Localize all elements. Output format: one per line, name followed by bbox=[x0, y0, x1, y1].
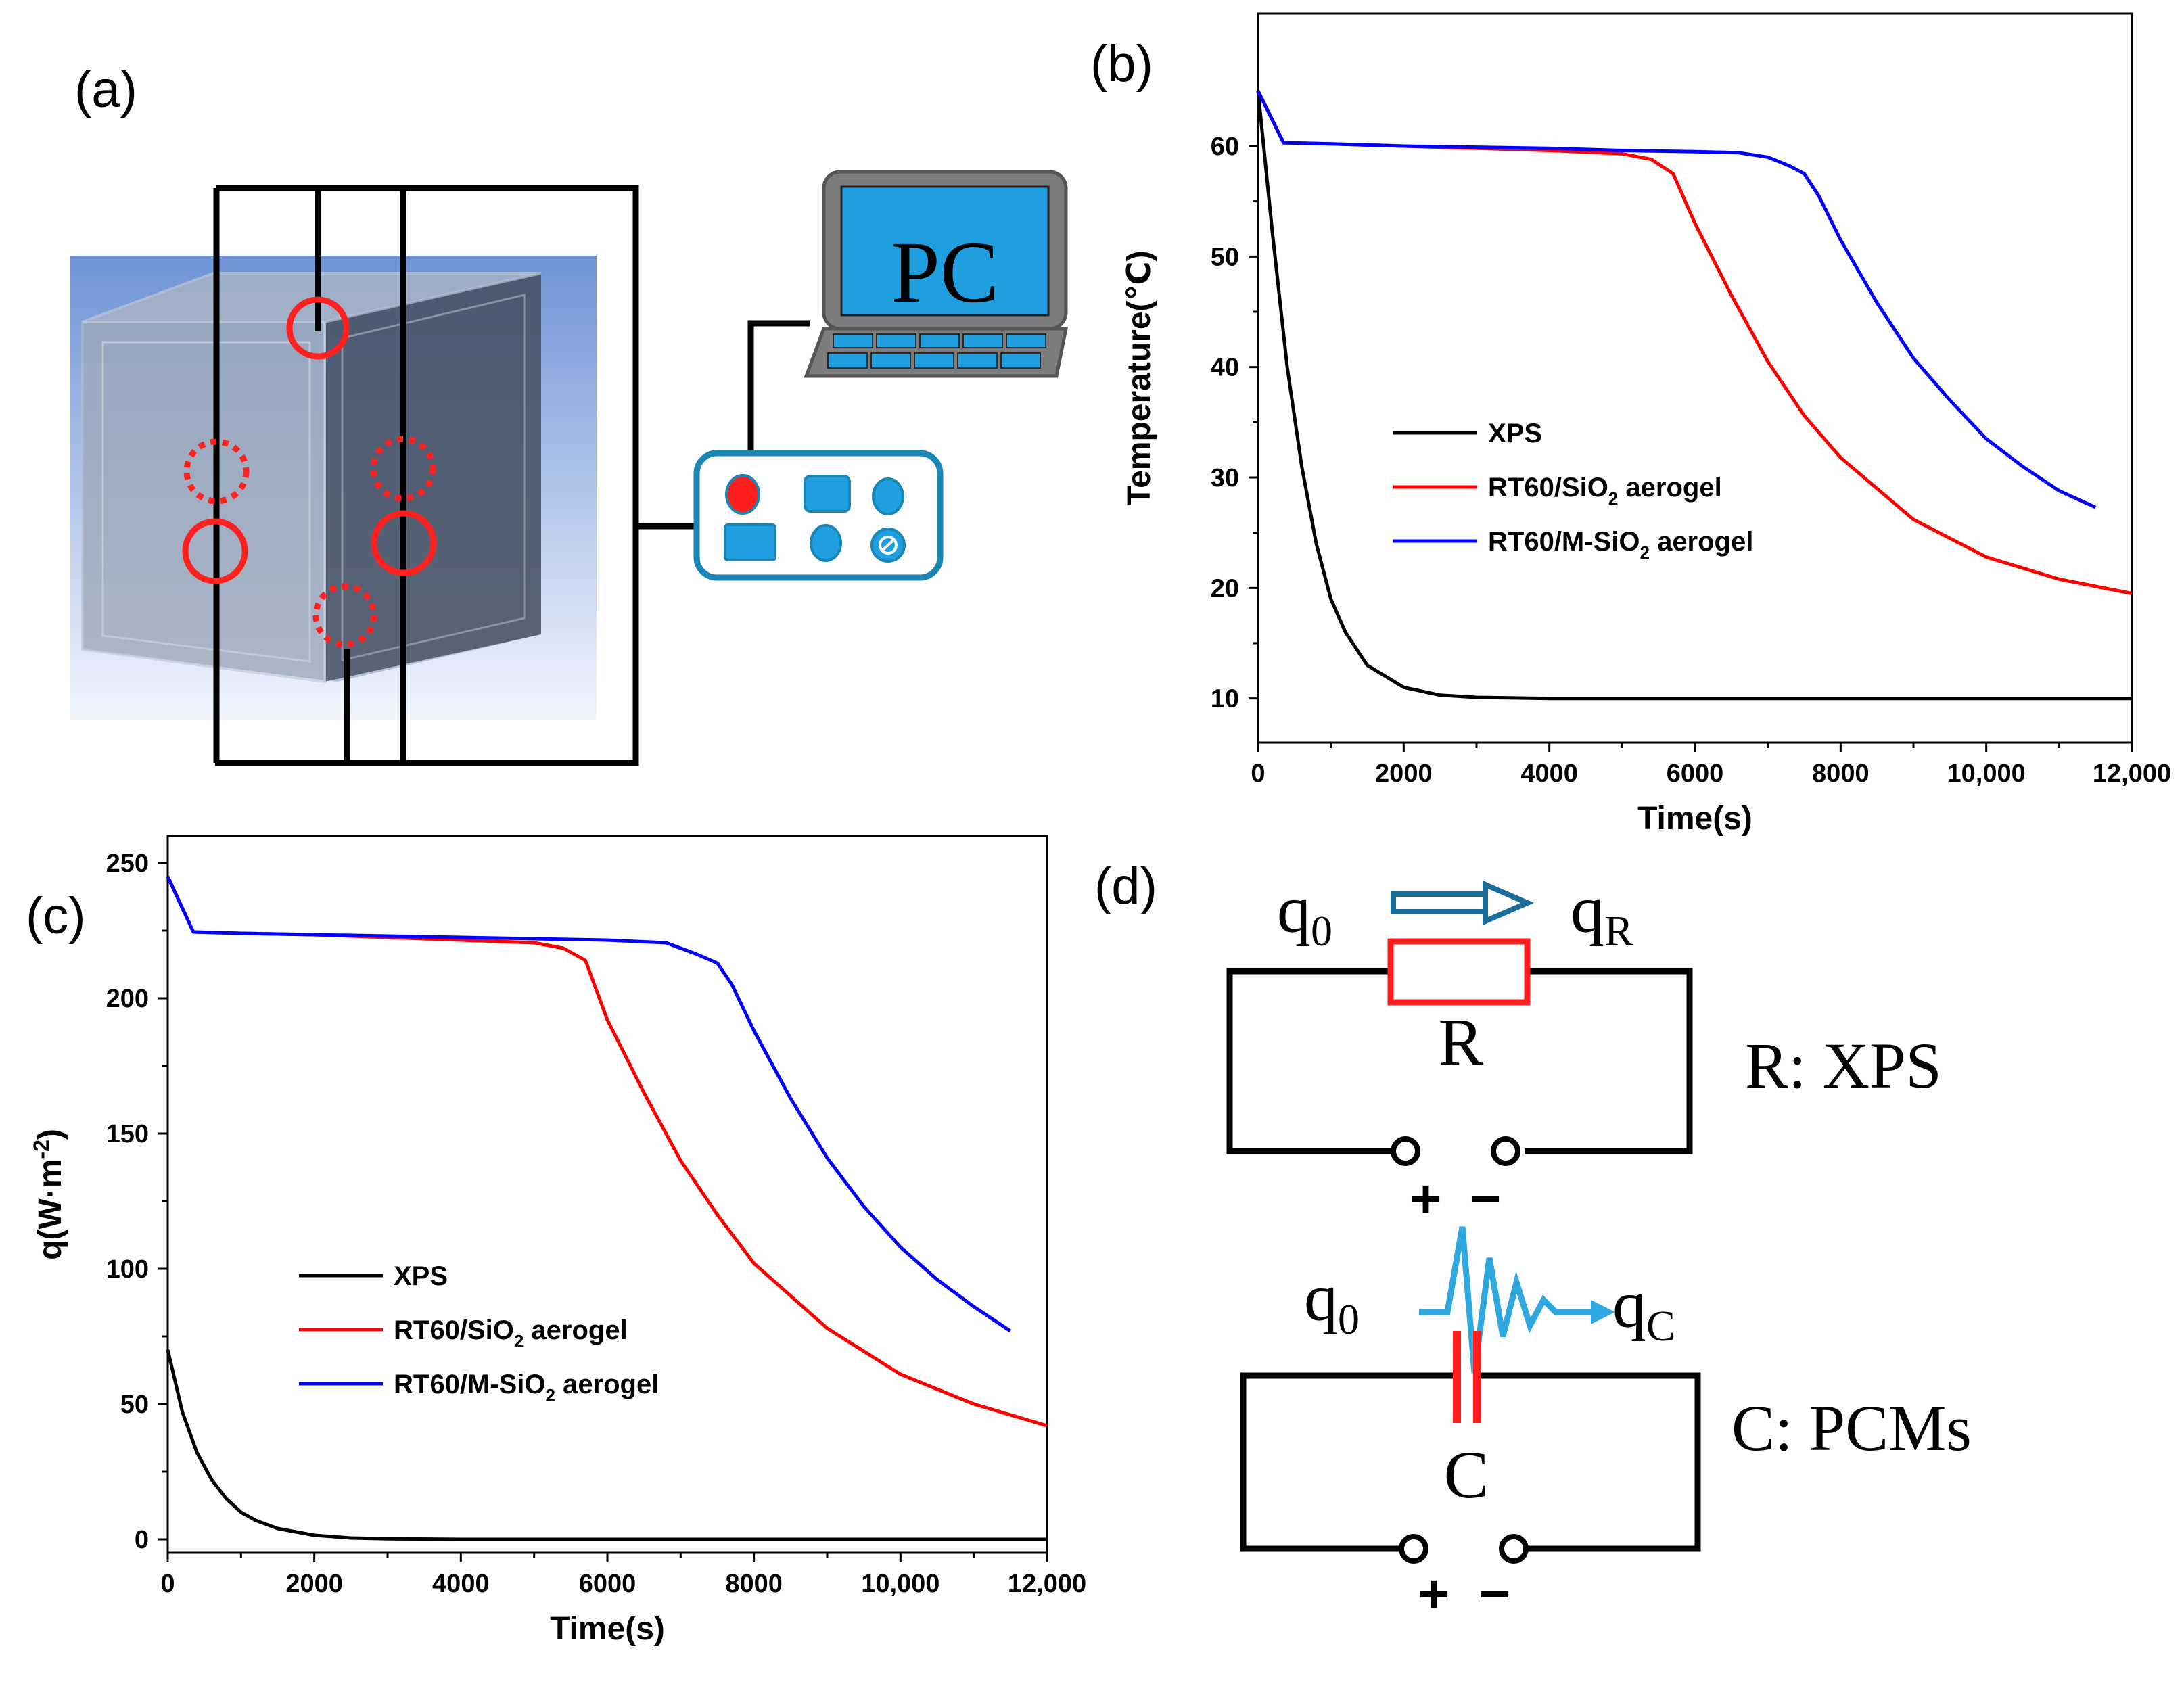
legend-label-rt60-m-sio2: RT60/M-SiO2 aerogel bbox=[394, 1370, 659, 1405]
qR-label: qR bbox=[1571, 872, 1633, 955]
terminal-negative-bottom bbox=[1499, 1534, 1529, 1564]
y-tick-label: 200 bbox=[106, 985, 149, 1013]
x-axis-title: Time(s) bbox=[1637, 801, 1752, 837]
x-tick-label: 0 bbox=[1251, 760, 1265, 788]
x-tick-label: 8000 bbox=[1812, 760, 1869, 788]
series-line-rt60-m-sio2 bbox=[1256, 90, 2097, 509]
y-tick-label: 20 bbox=[1211, 574, 1239, 603]
capacitor-label: C bbox=[1444, 1437, 1489, 1512]
series-line-rt60-sio2 bbox=[1256, 90, 2133, 595]
resistor-label: R bbox=[1439, 1004, 1484, 1079]
y-tick-label: 150 bbox=[106, 1120, 149, 1148]
sensor-right-marker bbox=[371, 510, 437, 576]
q0-bottom-label: q0 bbox=[1304, 1260, 1360, 1343]
button-icon bbox=[810, 524, 842, 562]
panel-a: (a) bbox=[70, 61, 1069, 766]
sensor-wires bbox=[213, 185, 810, 766]
resistor-symbol bbox=[1387, 938, 1531, 1006]
series-line-xps bbox=[1256, 91, 2132, 701]
sensor-left-marker bbox=[182, 518, 248, 584]
y-tick-label: 100 bbox=[106, 1255, 149, 1284]
x-axis-title: Time(s) bbox=[550, 1611, 665, 1647]
x-tick-label: 4000 bbox=[1520, 760, 1578, 788]
x-tick-label: 8000 bbox=[725, 1570, 783, 1598]
y-tick-label: 40 bbox=[1211, 354, 1239, 382]
y-tick-label: 10 bbox=[1211, 685, 1239, 714]
y-axis-title: q(W·m-2) bbox=[29, 1129, 68, 1260]
pc-computer-icon: PC bbox=[804, 170, 1069, 378]
display-icon bbox=[804, 475, 851, 513]
terminal-negative-top bbox=[1491, 1136, 1520, 1166]
plus-bottom: + bbox=[1418, 1564, 1450, 1624]
keyboard-keys bbox=[827, 333, 1046, 369]
y-tick-label: 50 bbox=[120, 1391, 149, 1419]
panel-a-label: (a) bbox=[74, 61, 137, 118]
x-tick-label: 12,000 bbox=[1008, 1570, 1086, 1598]
legend-label-rt60-sio2: RT60/SiO2 aerogel bbox=[1488, 473, 1722, 509]
x-tick-label: 10,000 bbox=[861, 1570, 939, 1598]
terminal-positive-bottom bbox=[1399, 1534, 1428, 1564]
y-tick-label: 250 bbox=[106, 849, 149, 878]
sensor-left-hidden-marker bbox=[183, 438, 250, 505]
x-tick-label: 0 bbox=[160, 1570, 175, 1598]
y-tick-label: 30 bbox=[1211, 464, 1239, 492]
qC-label: qC bbox=[1612, 1267, 1675, 1350]
legend-label-rt60-sio2: RT60/SiO2 aerogel bbox=[394, 1315, 628, 1351]
resistor-description: R: XPS bbox=[1745, 1029, 1942, 1102]
indicator-light-icon bbox=[725, 474, 760, 515]
x-tick-label: 10,000 bbox=[1947, 760, 2026, 788]
q0-top-label: q0 bbox=[1277, 872, 1332, 955]
plus-top: + bbox=[1410, 1169, 1442, 1229]
panel-d-label: (d) bbox=[1094, 858, 1157, 915]
sensor-right-hidden-marker bbox=[370, 436, 436, 502]
series-line-xps bbox=[166, 1349, 1047, 1541]
x-tick-label: 12,000 bbox=[2093, 760, 2171, 788]
legend-label-xps: XPS bbox=[1488, 419, 1542, 448]
y-tick-label: 50 bbox=[1211, 243, 1239, 271]
port-icon bbox=[724, 523, 776, 561]
y-tick-label: 0 bbox=[135, 1526, 149, 1554]
resistor-circuit: q0 qR R + − R: XPS bbox=[1226, 872, 1942, 1229]
minus-bottom: − bbox=[1479, 1564, 1511, 1624]
series-line-rt60-m-sio2 bbox=[166, 875, 1012, 1333]
knob-icon bbox=[872, 477, 904, 515]
x-tick-label: 2000 bbox=[1375, 760, 1433, 788]
heat-flow-arrow-icon bbox=[1391, 880, 1535, 926]
panel-b-label: (b) bbox=[1090, 35, 1153, 93]
legend-label-xps: XPS bbox=[394, 1261, 448, 1291]
oscillating-flux-icon bbox=[1419, 1226, 1576, 1374]
sensor-bottom-hidden-marker bbox=[312, 583, 377, 648]
heat-flux-chart: 0 2000 4000 6000 8000 10,000 12,000 0 50 100 150 20… bbox=[29, 835, 1086, 1647]
x-tick-label: 6000 bbox=[1667, 760, 1724, 788]
sensor-markers bbox=[182, 296, 437, 648]
terminal-positive-top bbox=[1391, 1136, 1420, 1166]
x-tick-label: 2000 bbox=[285, 1570, 343, 1598]
plot-frame bbox=[1257, 12, 2133, 744]
plot-frame bbox=[166, 835, 1048, 1554]
temperature-chart: 0 2000 4000 6000 8000 10,000 12,000 10 20 30 40 50 6… bbox=[1121, 12, 2171, 837]
capacitor-circuit: q0 qC C + − C: PCMs bbox=[1240, 1226, 1972, 1624]
panel-d: (d) q0 qR R + − R: XPS q0 qC bbox=[1094, 858, 1972, 1624]
y-axis-title: Temperature(℃) bbox=[1121, 250, 1157, 505]
panel-c-label: (c) bbox=[26, 887, 86, 945]
x-tick-label: 6000 bbox=[579, 1570, 636, 1598]
y-tick-label: 60 bbox=[1211, 133, 1239, 161]
pc-label: PC bbox=[891, 224, 998, 321]
arrow-head-icon bbox=[1591, 1300, 1615, 1324]
data-logger bbox=[693, 450, 944, 581]
sensor-top-marker bbox=[286, 296, 350, 360]
insulated-chamber bbox=[81, 272, 542, 684]
capacitor-description: C: PCMs bbox=[1732, 1392, 1972, 1464]
panel-c: (c) 0 2000 4000 6000 8000 10,000 12,000 0 50 100 1… bbox=[26, 835, 1086, 1647]
legend-label-rt60-m-sio2: RT60/M-SiO2 aerogel bbox=[1488, 527, 1753, 563]
minus-top: − bbox=[1470, 1169, 1502, 1229]
panel-b: (b) 0 2000 4000 6000 8000 10,000 12,000 10 20 30 4… bbox=[1090, 12, 2171, 837]
x-tick-label: 4000 bbox=[432, 1570, 490, 1598]
